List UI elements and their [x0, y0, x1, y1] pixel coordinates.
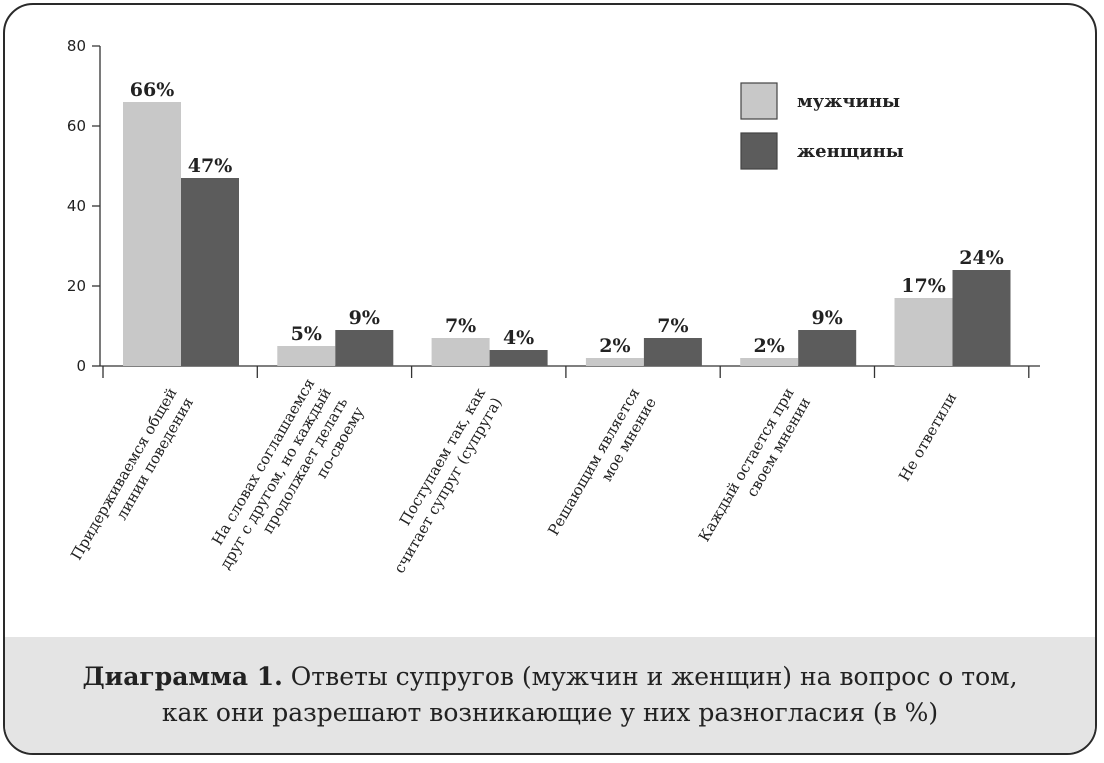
bar-value-label: 7% [657, 315, 688, 337]
bar-value-label: 47% [188, 155, 233, 177]
bar-men [431, 338, 490, 366]
y-tick-label: 40 [67, 197, 86, 215]
caption-line-2: как они разрешают возникающие у них разн… [161, 698, 939, 727]
bar-men [123, 102, 181, 366]
bar-men [894, 298, 953, 366]
bar-value-label: 7% [445, 315, 476, 337]
category-label-line: Не ответили [895, 390, 960, 485]
category-label-line: Каждый остается при [695, 385, 798, 545]
bar-value-label: 4% [503, 327, 534, 349]
figure-frame: 0 20 40 60 80 66% 47% Придерживаемся общей линии… [3, 3, 1097, 755]
bar-women [798, 330, 857, 366]
bar-women [489, 350, 548, 366]
bar-chart: 0 20 40 60 80 66% 47% Придерживаемся общейлинии… [67, 37, 1040, 576]
bar-men [277, 346, 336, 366]
bar-women [643, 338, 702, 366]
bar-men [740, 358, 799, 366]
bar-value-label: 24% [959, 247, 1004, 269]
bar-value-label: 9% [812, 307, 843, 329]
y-tick-label: 80 [67, 37, 86, 55]
category-label-line: Придерживаемся общей [67, 385, 180, 563]
category-label-line: Решающим является [544, 385, 643, 539]
caption-text-1: Ответы супругов (мужчин и женщин) на воп… [290, 662, 1018, 691]
legend-swatch-men [740, 82, 778, 120]
caption-band: Диаграмма 1. Ответы супругов (мужчин и ж… [5, 637, 1095, 753]
bar-value-label: 66% [130, 79, 175, 101]
category-label-line: считает супруг (супруга) [390, 394, 506, 576]
category-label-line: друг с другом, но каждый [216, 385, 335, 573]
bar-women [181, 178, 239, 366]
y-tick-label: 60 [67, 117, 86, 135]
caption-label: Диаграмма 1. [82, 662, 283, 691]
bar-men [585, 358, 644, 366]
bar-value-label: 17% [901, 275, 946, 297]
legend-label-women: женщины [797, 141, 904, 162]
bar-value-label: 2% [754, 335, 785, 357]
y-tick-label: 20 [67, 277, 86, 295]
bar-women [335, 330, 394, 366]
legend-swatch-women [740, 132, 778, 170]
caption-line-1: Диаграмма 1. Ответы супругов (мужчин и ж… [82, 659, 1017, 695]
y-tick-label: 0 [76, 357, 86, 375]
bar-value-label: 2% [599, 335, 630, 357]
bar-women [952, 270, 1011, 366]
bar-value-label: 5% [291, 323, 322, 345]
bar-value-label: 9% [349, 307, 380, 329]
legend-label-men: мужчины [797, 91, 900, 112]
category-label: Не ответили [895, 390, 960, 485]
